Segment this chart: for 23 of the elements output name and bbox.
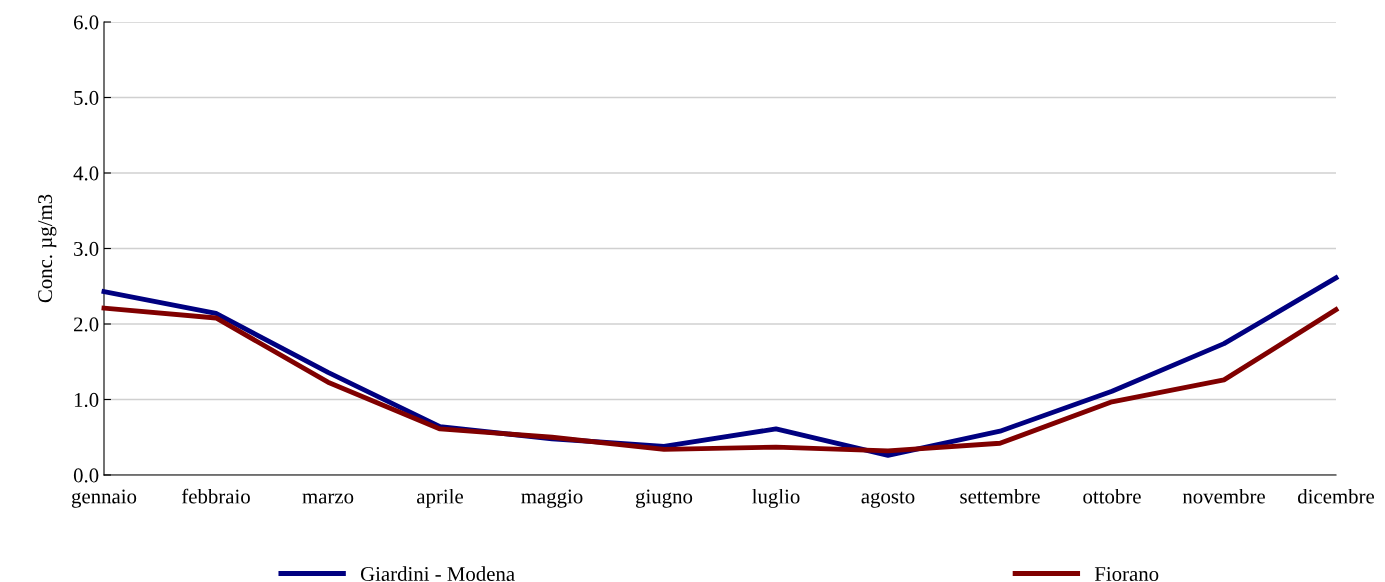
x-tick-label: dicembre xyxy=(1298,488,1375,504)
y-tick-label: 1.0 xyxy=(74,392,99,408)
legend-label: Giardini - Modena xyxy=(360,566,515,582)
y-tick-label: 6.0 xyxy=(73,15,99,30)
x-tick-label: settembre xyxy=(960,488,1040,504)
x-tick-label: agosto xyxy=(861,491,915,508)
y-tick-label: 0.0 xyxy=(73,468,99,483)
legend-label: Fiorano xyxy=(1094,567,1159,582)
y-axis-title: Conc. µg/m3 xyxy=(38,194,57,303)
x-tick-label: novembre xyxy=(1182,488,1265,504)
y-tick-label: 2.0 xyxy=(74,317,99,332)
x-tick-label: ottobre xyxy=(1083,488,1141,504)
x-tick-label: maggio xyxy=(521,489,583,508)
y-tick-label: 4.0 xyxy=(73,166,99,181)
x-tick-label: marzo xyxy=(302,493,354,504)
y-tick-label: 3.0 xyxy=(74,241,99,257)
x-tick-label: febbraio xyxy=(181,488,250,504)
x-tick-label: luglio xyxy=(752,488,800,508)
y-tick-label: 5.0 xyxy=(74,90,99,106)
line-series xyxy=(101,305,1339,454)
x-tick-label: giugno xyxy=(635,489,693,508)
x-tick-label: gennaio xyxy=(71,489,137,508)
x-tick-label: aprile xyxy=(417,488,463,508)
